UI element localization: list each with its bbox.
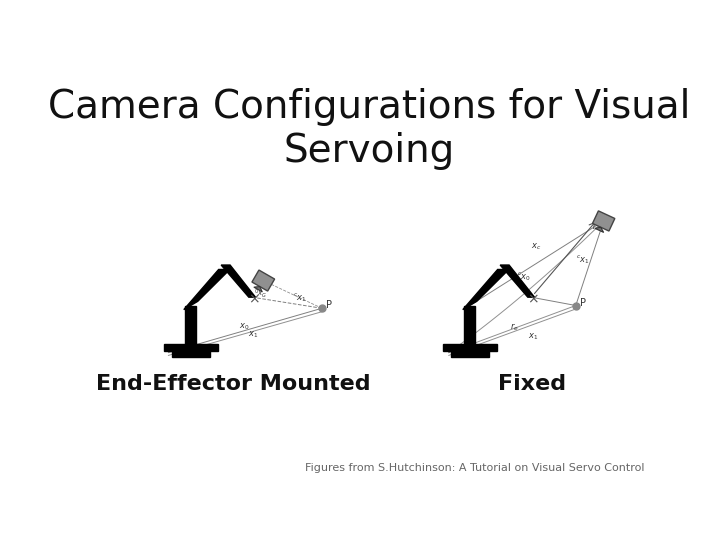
Text: P: P — [580, 298, 585, 307]
Text: $^cx_1$: $^cx_1$ — [293, 292, 307, 304]
Polygon shape — [254, 287, 262, 292]
Text: Fixed: Fixed — [498, 374, 566, 394]
Text: $x_0$: $x_0$ — [239, 322, 249, 333]
Polygon shape — [464, 306, 475, 343]
Polygon shape — [463, 269, 509, 309]
Polygon shape — [163, 343, 218, 351]
Polygon shape — [252, 270, 274, 291]
Text: Camera Configurations for Visual
Servoing: Camera Configurations for Visual Servoin… — [48, 88, 690, 170]
Text: Figures from S.Hutchinson: A Tutorial on Visual Servo Control: Figures from S.Hutchinson: A Tutorial on… — [305, 463, 644, 473]
Polygon shape — [443, 343, 497, 351]
Text: $x_1$: $x_1$ — [248, 329, 258, 340]
Polygon shape — [171, 351, 210, 357]
Polygon shape — [593, 211, 615, 231]
Polygon shape — [221, 265, 256, 297]
Text: P: P — [325, 300, 332, 310]
Text: $\times$: $\times$ — [248, 292, 260, 306]
Text: $x_c$: $x_c$ — [531, 242, 541, 252]
Text: $^cx_0$: $^cx_0$ — [517, 271, 531, 284]
Text: $\times$: $\times$ — [527, 292, 539, 306]
Text: $x_1$: $x_1$ — [528, 332, 538, 342]
Polygon shape — [185, 306, 197, 343]
Text: End-Effector Mounted: End-Effector Mounted — [96, 374, 371, 394]
Text: $^cx_1$: $^cx_1$ — [576, 254, 590, 266]
Text: $r_e$: $r_e$ — [510, 321, 519, 333]
Text: $^0x_G$: $^0x_G$ — [253, 288, 266, 300]
Polygon shape — [451, 351, 489, 357]
Polygon shape — [184, 269, 230, 309]
Polygon shape — [595, 227, 603, 232]
Polygon shape — [500, 265, 534, 297]
